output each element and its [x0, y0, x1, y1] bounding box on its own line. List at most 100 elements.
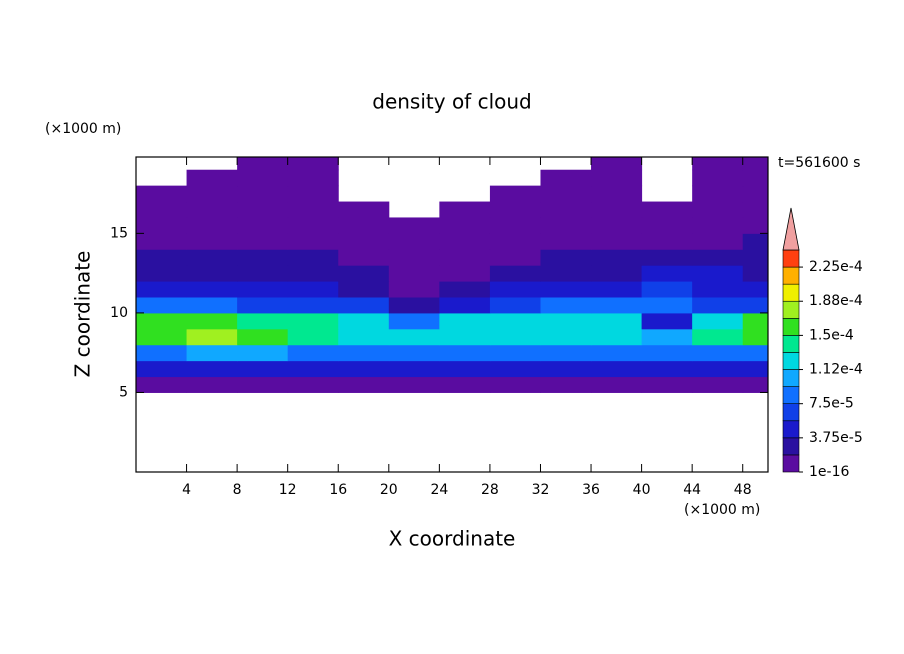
contour-cell: [388, 312, 440, 330]
contour-cell: [136, 249, 188, 266]
contour-cell: [591, 217, 643, 234]
colorbar-band: [782, 386, 800, 404]
contour-cell: [591, 233, 643, 250]
contour-cell: [489, 265, 541, 282]
contour-cell: [742, 360, 768, 378]
contour-cell: [439, 281, 491, 298]
contour-cell: [540, 328, 592, 346]
contour-cell: [641, 376, 693, 393]
colorbar-label: 1.88e-4: [809, 293, 863, 309]
contour-cell: [186, 233, 238, 250]
contour-cell: [237, 360, 289, 378]
contour-cell: [237, 312, 289, 330]
contour-cell: [237, 265, 289, 282]
contour-cell: [692, 265, 744, 282]
contour-cell: [388, 297, 440, 314]
contour-cell: [489, 281, 541, 298]
contour-cell: [186, 297, 238, 314]
contour-cell: [287, 376, 339, 393]
x-tick-label: 4: [182, 482, 191, 498]
contour-cell: [742, 185, 768, 203]
colorbar-label: 2.25e-4: [809, 259, 863, 275]
contour-cell: [742, 297, 768, 314]
contour-cell: [388, 344, 440, 362]
contour-cell: [439, 328, 491, 346]
contour-cell: [540, 249, 592, 266]
colorbar-label: 1e-16: [809, 464, 849, 480]
contour-cell: [287, 297, 339, 314]
contour-cell: [489, 312, 541, 330]
contour-cell: [641, 297, 693, 314]
contour-cell: [540, 185, 592, 203]
contour-cell: [439, 217, 491, 234]
contour-cell: [388, 328, 440, 346]
x-tick-label: 12: [279, 482, 297, 498]
contour-cell: [742, 157, 768, 171]
contour-cell: [591, 201, 643, 218]
contour-cell: [338, 265, 390, 282]
contour-cell: [641, 265, 693, 282]
colorbar-band: [782, 369, 800, 387]
contour-cell: [136, 201, 188, 218]
contour-cell: [237, 185, 289, 203]
contour-cell: [692, 281, 744, 298]
contour-cell: [540, 265, 592, 282]
contour-cell: [388, 233, 440, 250]
contour-cell: [136, 312, 188, 330]
contour-cell: [338, 217, 390, 234]
contour-cell: [186, 312, 238, 330]
contour-cell: [692, 233, 744, 250]
contour-cell: [489, 376, 541, 393]
colorbar-band: [782, 420, 800, 439]
contour-cell: [742, 249, 768, 266]
contour-cell: [489, 328, 541, 346]
x-tick-label: 16: [329, 482, 347, 498]
contour-cell: [287, 185, 339, 203]
contour-cell: [489, 233, 541, 250]
contour-cell: [439, 344, 491, 362]
contour-cell: [136, 297, 188, 314]
contour-cell: [591, 360, 643, 378]
colorbar-label: 7.5e-5: [809, 396, 854, 412]
contour-cell: [287, 217, 339, 234]
contour-cell: [338, 201, 390, 218]
x-tick-label: 36: [582, 482, 600, 498]
contour-cell: [237, 157, 289, 171]
contour-cell: [287, 249, 339, 266]
contour-cell: [237, 376, 289, 393]
contour-cell: [591, 249, 643, 266]
contour-cell: [136, 217, 188, 234]
contour-cell: [439, 312, 491, 330]
contour-cell: [388, 360, 440, 378]
contour-cell: [237, 281, 289, 298]
contour-cell: [186, 217, 238, 234]
contour-cell: [489, 297, 541, 314]
contour-cell: [186, 185, 238, 203]
contour-cell: [136, 376, 188, 393]
y-axis-label: Z coordinate: [71, 251, 95, 378]
colorbar-band: [782, 283, 800, 302]
contour-cell: [338, 376, 390, 393]
contour-cell: [338, 281, 390, 298]
contour-cell: [338, 297, 390, 314]
contour-cell: [489, 249, 541, 266]
contour-cell: [489, 201, 541, 218]
contour-cell: [287, 360, 339, 378]
contour-cell: [641, 312, 693, 330]
contour-cell: [439, 376, 491, 393]
contour-cell: [439, 265, 491, 282]
contour-cell: [287, 265, 339, 282]
colorbar-label: 3.75e-5: [809, 430, 863, 446]
x-tick-label: 24: [430, 482, 448, 498]
contour-cell: [591, 265, 643, 282]
x-tick-label: 40: [633, 482, 651, 498]
contour-cell: [439, 233, 491, 250]
contour-cell: [388, 376, 440, 393]
time-label: t=561600 s: [778, 155, 860, 171]
contour-cell: [489, 344, 541, 362]
colorbar-band: [782, 318, 800, 336]
contour-cell: [186, 328, 238, 346]
colorbar-band: [782, 335, 800, 353]
contour-cell: [742, 376, 768, 393]
